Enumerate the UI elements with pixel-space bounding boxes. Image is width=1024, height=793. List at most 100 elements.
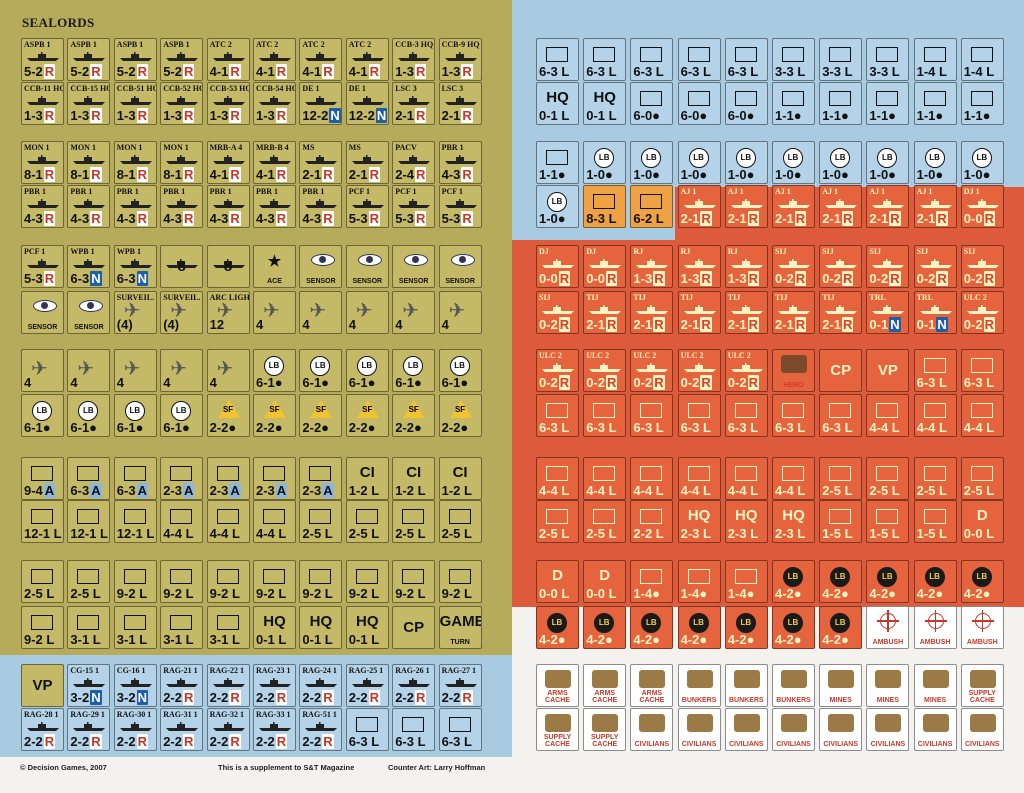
counter[interactable]: WPB 1 6-3 N: [67, 245, 111, 288]
counter[interactable]: AMBUSH: [960, 606, 1004, 649]
counter[interactable]: MON 1 8-1 R: [160, 141, 204, 184]
counter[interactable]: SF 2-2●: [299, 394, 343, 437]
counter[interactable]: 1-4●: [677, 560, 721, 603]
counter[interactable]: CIVILIANS: [913, 708, 957, 751]
counter[interactable]: PBR 1 4-3 R: [438, 141, 482, 184]
counter[interactable]: HQ 2-3 L: [677, 500, 721, 543]
counter[interactable]: 9-2 L: [392, 560, 436, 603]
counter[interactable]: WPB 1 6-3 N: [113, 245, 157, 288]
counter[interactable]: CIVILIANS: [819, 708, 863, 751]
counter[interactable]: RAG-31 1 2-2 R: [160, 708, 204, 751]
counter[interactable]: LB 1-0●: [583, 141, 627, 184]
counter[interactable]: 8: [206, 245, 250, 288]
counter[interactable]: TIJ 2-1 R: [583, 291, 627, 334]
counter[interactable]: ULC 2 0-2 R: [677, 349, 721, 392]
counter[interactable]: ✈ 4: [345, 291, 389, 334]
counter[interactable]: SF 2-2●: [345, 394, 389, 437]
counter[interactable]: CCB-15 HQ 1-3 R: [67, 82, 111, 125]
counter[interactable]: 9-2 L: [21, 606, 64, 649]
counter[interactable]: LB 4-2●: [536, 606, 579, 649]
counter[interactable]: SUPPLY CACHE: [960, 664, 1004, 707]
counter[interactable]: 9-2 L: [438, 560, 482, 603]
counter[interactable]: SURVEIL. ✈ (4): [160, 291, 204, 334]
counter[interactable]: PBR 1 4-3 R: [253, 185, 296, 228]
counter[interactable]: ✈ 4: [21, 349, 64, 392]
counter[interactable]: MON 1 8-1 R: [67, 141, 111, 184]
counter[interactable]: DJ 0-0 R: [536, 245, 579, 288]
counter[interactable]: PACV 2-4 R: [392, 141, 436, 184]
counter[interactable]: HQ 0-1 L: [345, 606, 389, 649]
counter[interactable]: SENSOR: [392, 245, 436, 288]
counter[interactable]: RAG-22 1 2-2 R: [206, 664, 250, 707]
counter[interactable]: PBR 1 4-3 R: [299, 185, 343, 228]
counter[interactable]: ASPB 1 5-2 R: [21, 38, 64, 81]
counter[interactable]: ATC 2 4-1 R: [345, 38, 389, 81]
counter[interactable]: 2-5 L: [536, 500, 579, 543]
counter[interactable]: ✈ 4: [392, 291, 436, 334]
counter[interactable]: 6-0●: [630, 82, 674, 125]
counter[interactable]: AJ 1 2-1 R: [913, 185, 957, 228]
counter[interactable]: LSC 3 2-1 R: [392, 82, 436, 125]
counter[interactable]: 1-4●: [630, 560, 674, 603]
counter[interactable]: ✈ 4: [206, 349, 250, 392]
counter[interactable]: D 0-0 L: [960, 500, 1004, 543]
counter[interactable]: 4-4 L: [206, 500, 250, 543]
counter[interactable]: ATC 2 4-1 R: [253, 38, 296, 81]
counter[interactable]: BUNKERS: [724, 664, 768, 707]
counter[interactable]: SENSOR: [345, 245, 389, 288]
counter[interactable]: 2-5 L: [67, 560, 111, 603]
counter[interactable]: CCB-9 HQ 1-3 R: [438, 38, 482, 81]
counter[interactable]: 9-2 L: [299, 560, 343, 603]
counter[interactable]: DJ 1 0-0 R: [960, 185, 1004, 228]
counter[interactable]: RJ 1-3 R: [630, 245, 674, 288]
counter[interactable]: LB 1-0●: [960, 141, 1004, 184]
counter[interactable]: 8: [160, 245, 204, 288]
counter[interactable]: ULC 2 0-2 R: [724, 349, 768, 392]
counter[interactable]: LB 4-2●: [724, 606, 768, 649]
counter[interactable]: LB 4-2●: [583, 606, 627, 649]
counter[interactable]: D 0-0 L: [583, 560, 627, 603]
counter[interactable]: PBR 1 4-3 R: [67, 185, 111, 228]
counter[interactable]: SENSOR: [299, 245, 343, 288]
counter[interactable]: RAG-24 1 2-2 R: [299, 664, 343, 707]
counter[interactable]: 4-4 L: [583, 457, 627, 500]
counter[interactable]: RAG-23 1 2-2 R: [253, 664, 296, 707]
counter[interactable]: PCF 1 5-3 R: [21, 245, 64, 288]
counter[interactable]: 2-5 L: [819, 457, 863, 500]
counter[interactable]: LB 1-0●: [677, 141, 721, 184]
counter[interactable]: LSC 3 2-1 R: [438, 82, 482, 125]
counter[interactable]: RAG-28 1 2-2 R: [21, 708, 64, 751]
counter[interactable]: ATC 2 4-1 R: [299, 38, 343, 81]
counter[interactable]: RAG-21 1 2-2 R: [160, 664, 204, 707]
counter[interactable]: CIVILIANS: [677, 708, 721, 751]
counter[interactable]: PCF 1 5-3 R: [392, 185, 436, 228]
counter[interactable]: 9-2 L: [206, 560, 250, 603]
counter[interactable]: ✈ 4: [67, 349, 111, 392]
counter[interactable]: 9-4 A: [21, 457, 64, 500]
counter[interactable]: LB 1-0●: [772, 141, 815, 184]
counter[interactable]: BUNKERS: [772, 664, 815, 707]
counter[interactable]: ULC 2 0-2 R: [536, 349, 579, 392]
counter[interactable]: ASPB 1 5-2 R: [160, 38, 204, 81]
counter[interactable]: LB 6-1●: [160, 394, 204, 437]
counter[interactable]: SIJ 0-2 R: [913, 245, 957, 288]
counter[interactable]: 12-1 L: [113, 500, 157, 543]
counter[interactable]: SIJ 0-2 R: [536, 291, 579, 334]
counter[interactable]: 9-2 L: [160, 560, 204, 603]
counter[interactable]: SF 2-2●: [253, 394, 296, 437]
counter[interactable]: CI 1-2 L: [345, 457, 389, 500]
counter[interactable]: HQ 2-3 L: [772, 500, 815, 543]
counter[interactable]: SF 2-2●: [438, 394, 482, 437]
counter[interactable]: 9-2 L: [253, 560, 296, 603]
counter[interactable]: RAG-29 1 2-2 R: [67, 708, 111, 751]
counter[interactable]: 6-3 L: [438, 708, 482, 751]
counter[interactable]: ULC 2 0-2 R: [630, 349, 674, 392]
counter[interactable]: 2-3 A: [160, 457, 204, 500]
counter[interactable]: 4-4 L: [630, 457, 674, 500]
counter[interactable]: D 0-0 L: [536, 560, 579, 603]
counter[interactable]: 4-4 L: [160, 500, 204, 543]
counter[interactable]: PBR 1 4-3 R: [113, 185, 157, 228]
counter[interactable]: AMBUSH: [866, 606, 910, 649]
counter[interactable]: LB 6-1●: [21, 394, 64, 437]
counter[interactable]: PBR 1 4-3 R: [21, 185, 64, 228]
